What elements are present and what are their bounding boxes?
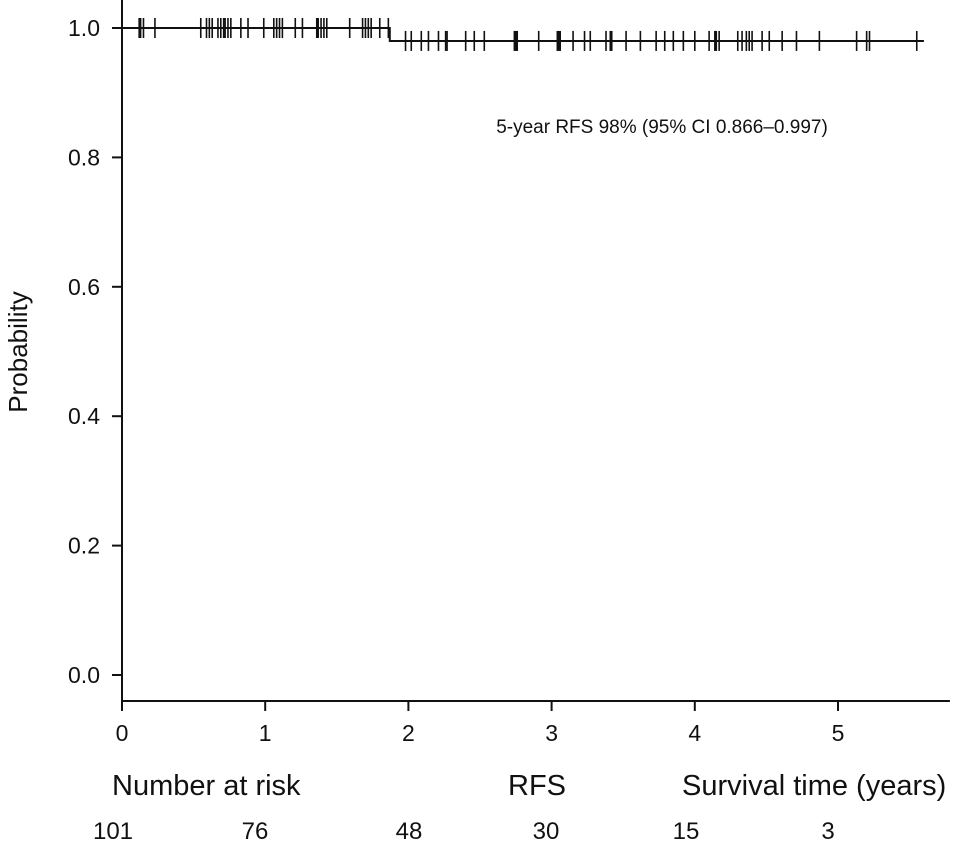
x-tick-label: 2 — [402, 720, 415, 746]
x-tick-label: 3 — [545, 720, 558, 746]
risk-count-t1: 76 — [241, 818, 269, 845]
risk-count-t2: 48 — [395, 818, 423, 845]
risk-count-t4: 15 — [672, 818, 700, 845]
risk-count-t3: 30 — [532, 818, 560, 845]
survival-step-line — [122, 27, 924, 42]
risk-table-header-middle: RFS — [508, 770, 566, 802]
x-tick-label: 5 — [832, 720, 845, 746]
y-tick-label: 0.2 — [68, 533, 100, 559]
kaplan-meier-chart: 0.0 0.2 0.4 0.6 0.8 1.0 0 1 2 3 4 5 5-year RFS 98% … — [3, 0, 950, 746]
risk-count-t0: 101 — [92, 818, 134, 845]
axes: 0.0 0.2 0.4 0.6 0.8 1.0 0 1 2 3 4 5 — [68, 0, 950, 746]
risk-table-header-left: Number at risk — [112, 770, 301, 802]
risk-table-header-right: Survival time (years) — [682, 770, 947, 802]
y-tick-label: 0.0 — [68, 662, 100, 688]
y-tick-label: 0.6 — [68, 274, 100, 300]
y-tick-label: 0.8 — [68, 144, 100, 170]
y-axis-label: Probability — [3, 291, 33, 412]
y-tick-label: 0.4 — [68, 403, 100, 429]
x-tick-label: 4 — [688, 720, 701, 746]
y-tick-label: 1.0 — [68, 15, 100, 41]
annotation-rfs: 5-year RFS 98% (95% CI 0.866–0.997) — [496, 117, 828, 138]
x-tick-label: 0 — [116, 720, 129, 746]
x-tick-label: 1 — [259, 720, 272, 746]
risk-count-t5: 3 — [821, 818, 835, 845]
plot-marks — [122, 18, 924, 51]
